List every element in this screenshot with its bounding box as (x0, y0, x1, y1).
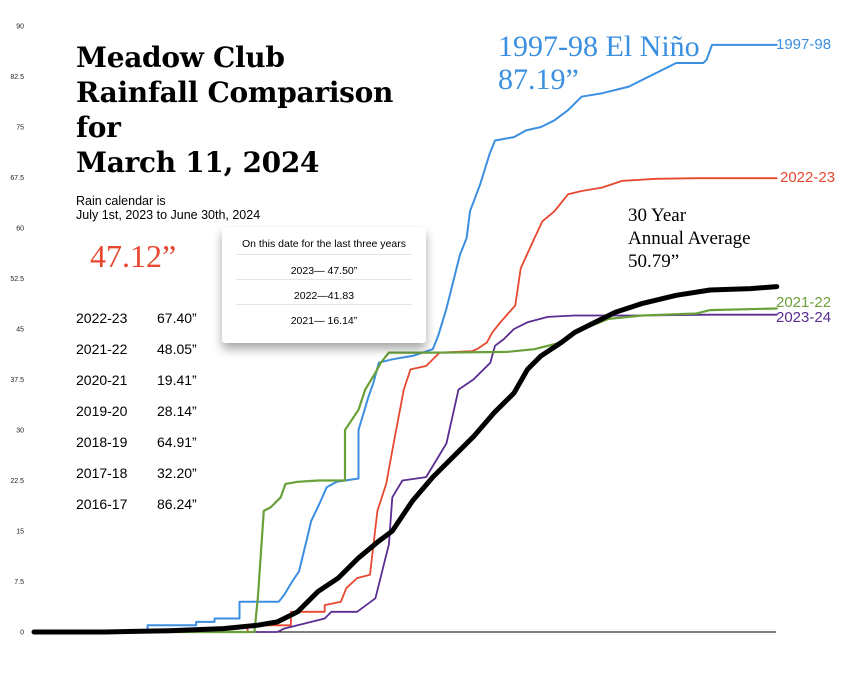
three-year-comparison-popup: On this date for the last three years 20… (222, 227, 426, 343)
popup-row-text: 2021— 16.14” (290, 315, 358, 327)
season-total: 48.05” (157, 341, 197, 357)
popup-row-text: 2023— 47.50” (290, 265, 358, 277)
y-axis-ticks: 0 7.5 15 22.5 30 37.5 45 52.5 60 67.5 75 82.5 90 (10, 24, 24, 637)
series-label-1997-98: 1997-98 (776, 36, 832, 53)
subtitle-line: July 1st, 2023 to June 30th, 2024 (76, 208, 261, 222)
popup-row: 2021— 16.14” (236, 304, 412, 329)
y-tick-label: 82.5 (10, 74, 24, 81)
el-nino-annotation: 1997-98 El Niño 87.19” (498, 30, 700, 96)
y-tick-label: 30 (16, 428, 24, 435)
season-year: 2020-21 (76, 372, 128, 388)
season-total: 28.14” (157, 403, 197, 419)
el-nino-label: 1997-98 El Niño (498, 30, 700, 63)
rain-calendar-note: Rain calendar is July 1st, 2023 to June … (76, 194, 260, 222)
average-total: 50.79” (628, 251, 680, 272)
subtitle-line: Rain calendar is (76, 194, 166, 208)
popup-title: On this date for the last three years (241, 238, 406, 250)
season-year: 2022-23 (76, 310, 128, 326)
y-tick-label: 60 (16, 226, 24, 233)
season-year: 2019-20 (76, 403, 128, 419)
season-total: 32.20” (157, 465, 197, 481)
series-lines (31, 43, 780, 635)
average-label-line: Annual Average (628, 228, 751, 249)
season-total: 64.91” (157, 434, 197, 450)
title-line: Meadow Club (76, 41, 285, 74)
y-tick-label: 90 (16, 24, 24, 31)
y-tick-label: 15 (16, 529, 24, 536)
el-nino-total: 87.19” (498, 63, 579, 96)
season-total: 19.41” (157, 372, 197, 388)
season-year: 2017-18 (76, 465, 128, 481)
series-label-2022-23: 2022-23 (780, 169, 836, 186)
season-total: 67.40” (157, 310, 197, 326)
title-line: for (76, 111, 121, 144)
series-line-2023-24 (33, 313, 778, 633)
y-tick-label: 22.5 (10, 478, 24, 485)
average-label-line: 30 Year (628, 205, 687, 226)
y-tick-label: 0 (20, 630, 24, 637)
y-tick-label: 75 (16, 125, 24, 132)
average-annotation: 30 Year Annual Average 50.79” (628, 204, 751, 273)
series-line-1997-98 (33, 43, 778, 633)
y-tick-label: 45 (16, 327, 24, 334)
popup-row: 2023— 47.50” (236, 254, 412, 279)
title-line: Rainfall Comparison (76, 76, 394, 109)
series-line-30-year-annual-average (31, 284, 780, 635)
popup-row-text: 2022—41.83 (293, 290, 355, 302)
chart-title: Meadow Club Rainfall Comparison for Marc… (76, 40, 436, 180)
y-tick-label: 7.5 (14, 579, 24, 586)
y-tick-label: 52.5 (10, 276, 24, 283)
popup-row: 2022—41.83 (236, 279, 412, 304)
title-line: March 11, 2024 (76, 146, 320, 179)
season-total: 86.24” (157, 496, 197, 512)
series-label-2023-24: 2023-24 (776, 309, 832, 326)
series-label-2021-22: 2021-22 (776, 294, 832, 311)
season-year: 2021-22 (76, 341, 128, 357)
y-tick-label: 67.5 (10, 175, 24, 182)
season-year: 2016-17 (76, 496, 128, 512)
season-year: 2018-19 (76, 434, 128, 450)
y-tick-label: 37.5 (10, 377, 24, 384)
current-season-total: 47.12” (90, 238, 177, 274)
